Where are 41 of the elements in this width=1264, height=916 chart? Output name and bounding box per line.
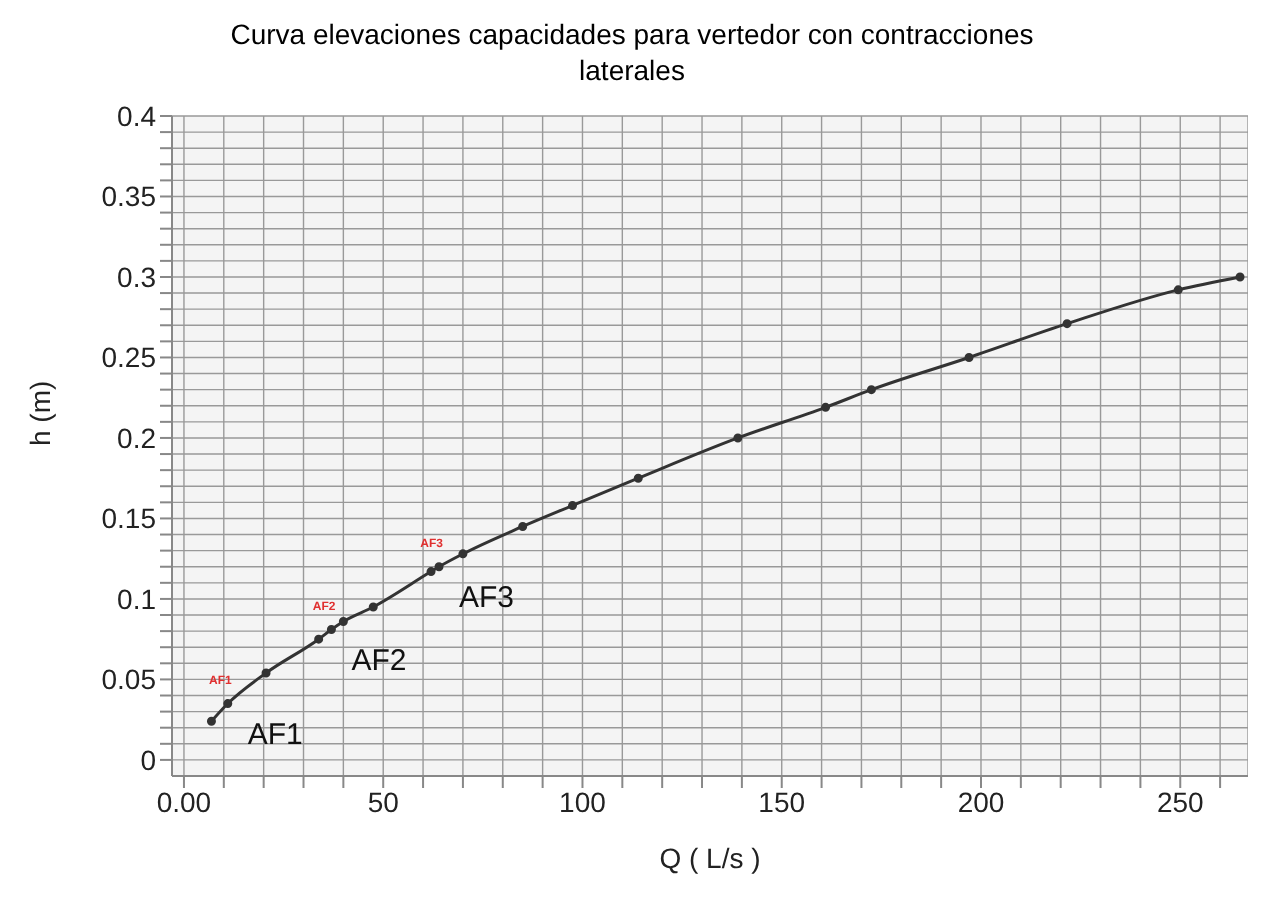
point [633,473,643,483]
point [821,402,831,412]
x-tick-label: 150 [758,785,806,818]
y-tick-label: 0.25 [101,341,157,374]
point [314,634,324,644]
point [733,433,743,443]
annotation: AF1 [247,717,303,752]
x-tick-label: 50 [367,785,400,818]
y-tick-label: 0.05 [101,663,157,696]
point [368,602,378,612]
annotation: AF3 [459,580,515,615]
x-tick-label: 100 [559,785,607,818]
point [568,501,578,511]
point [518,521,528,531]
annotation: AF2 [351,643,407,678]
point [866,385,876,395]
point [206,716,216,726]
x-tick-label: 250 [1156,785,1205,818]
point [434,562,444,572]
point [1235,272,1245,282]
point [223,699,233,709]
y-axis-title: h (m) [23,380,56,446]
y-tick-label: 0.3 [117,260,157,293]
y-tick-label: 0.4 [117,99,157,132]
chart-title: Curva elevaciones capacidades para vertedor con contracciones laterales [228,16,1036,88]
y-tick-label: 0.15 [101,502,157,535]
y-tick-label: 0.2 [117,421,157,454]
point [338,616,348,626]
x-tick-label: 200 [957,785,1005,818]
point [964,352,974,362]
point [458,549,468,559]
y-tick-label: 0.1 [117,582,157,615]
y-tick-label: 0 [140,743,157,776]
point [1173,285,1183,295]
x-tick-label: 0.00 [156,785,212,818]
point [261,668,271,678]
point [1062,319,1072,329]
point [426,567,436,577]
point [326,625,336,635]
x-axis-title: Q ( L/s ) [659,842,761,874]
y-tick-label: 0.35 [101,180,157,213]
